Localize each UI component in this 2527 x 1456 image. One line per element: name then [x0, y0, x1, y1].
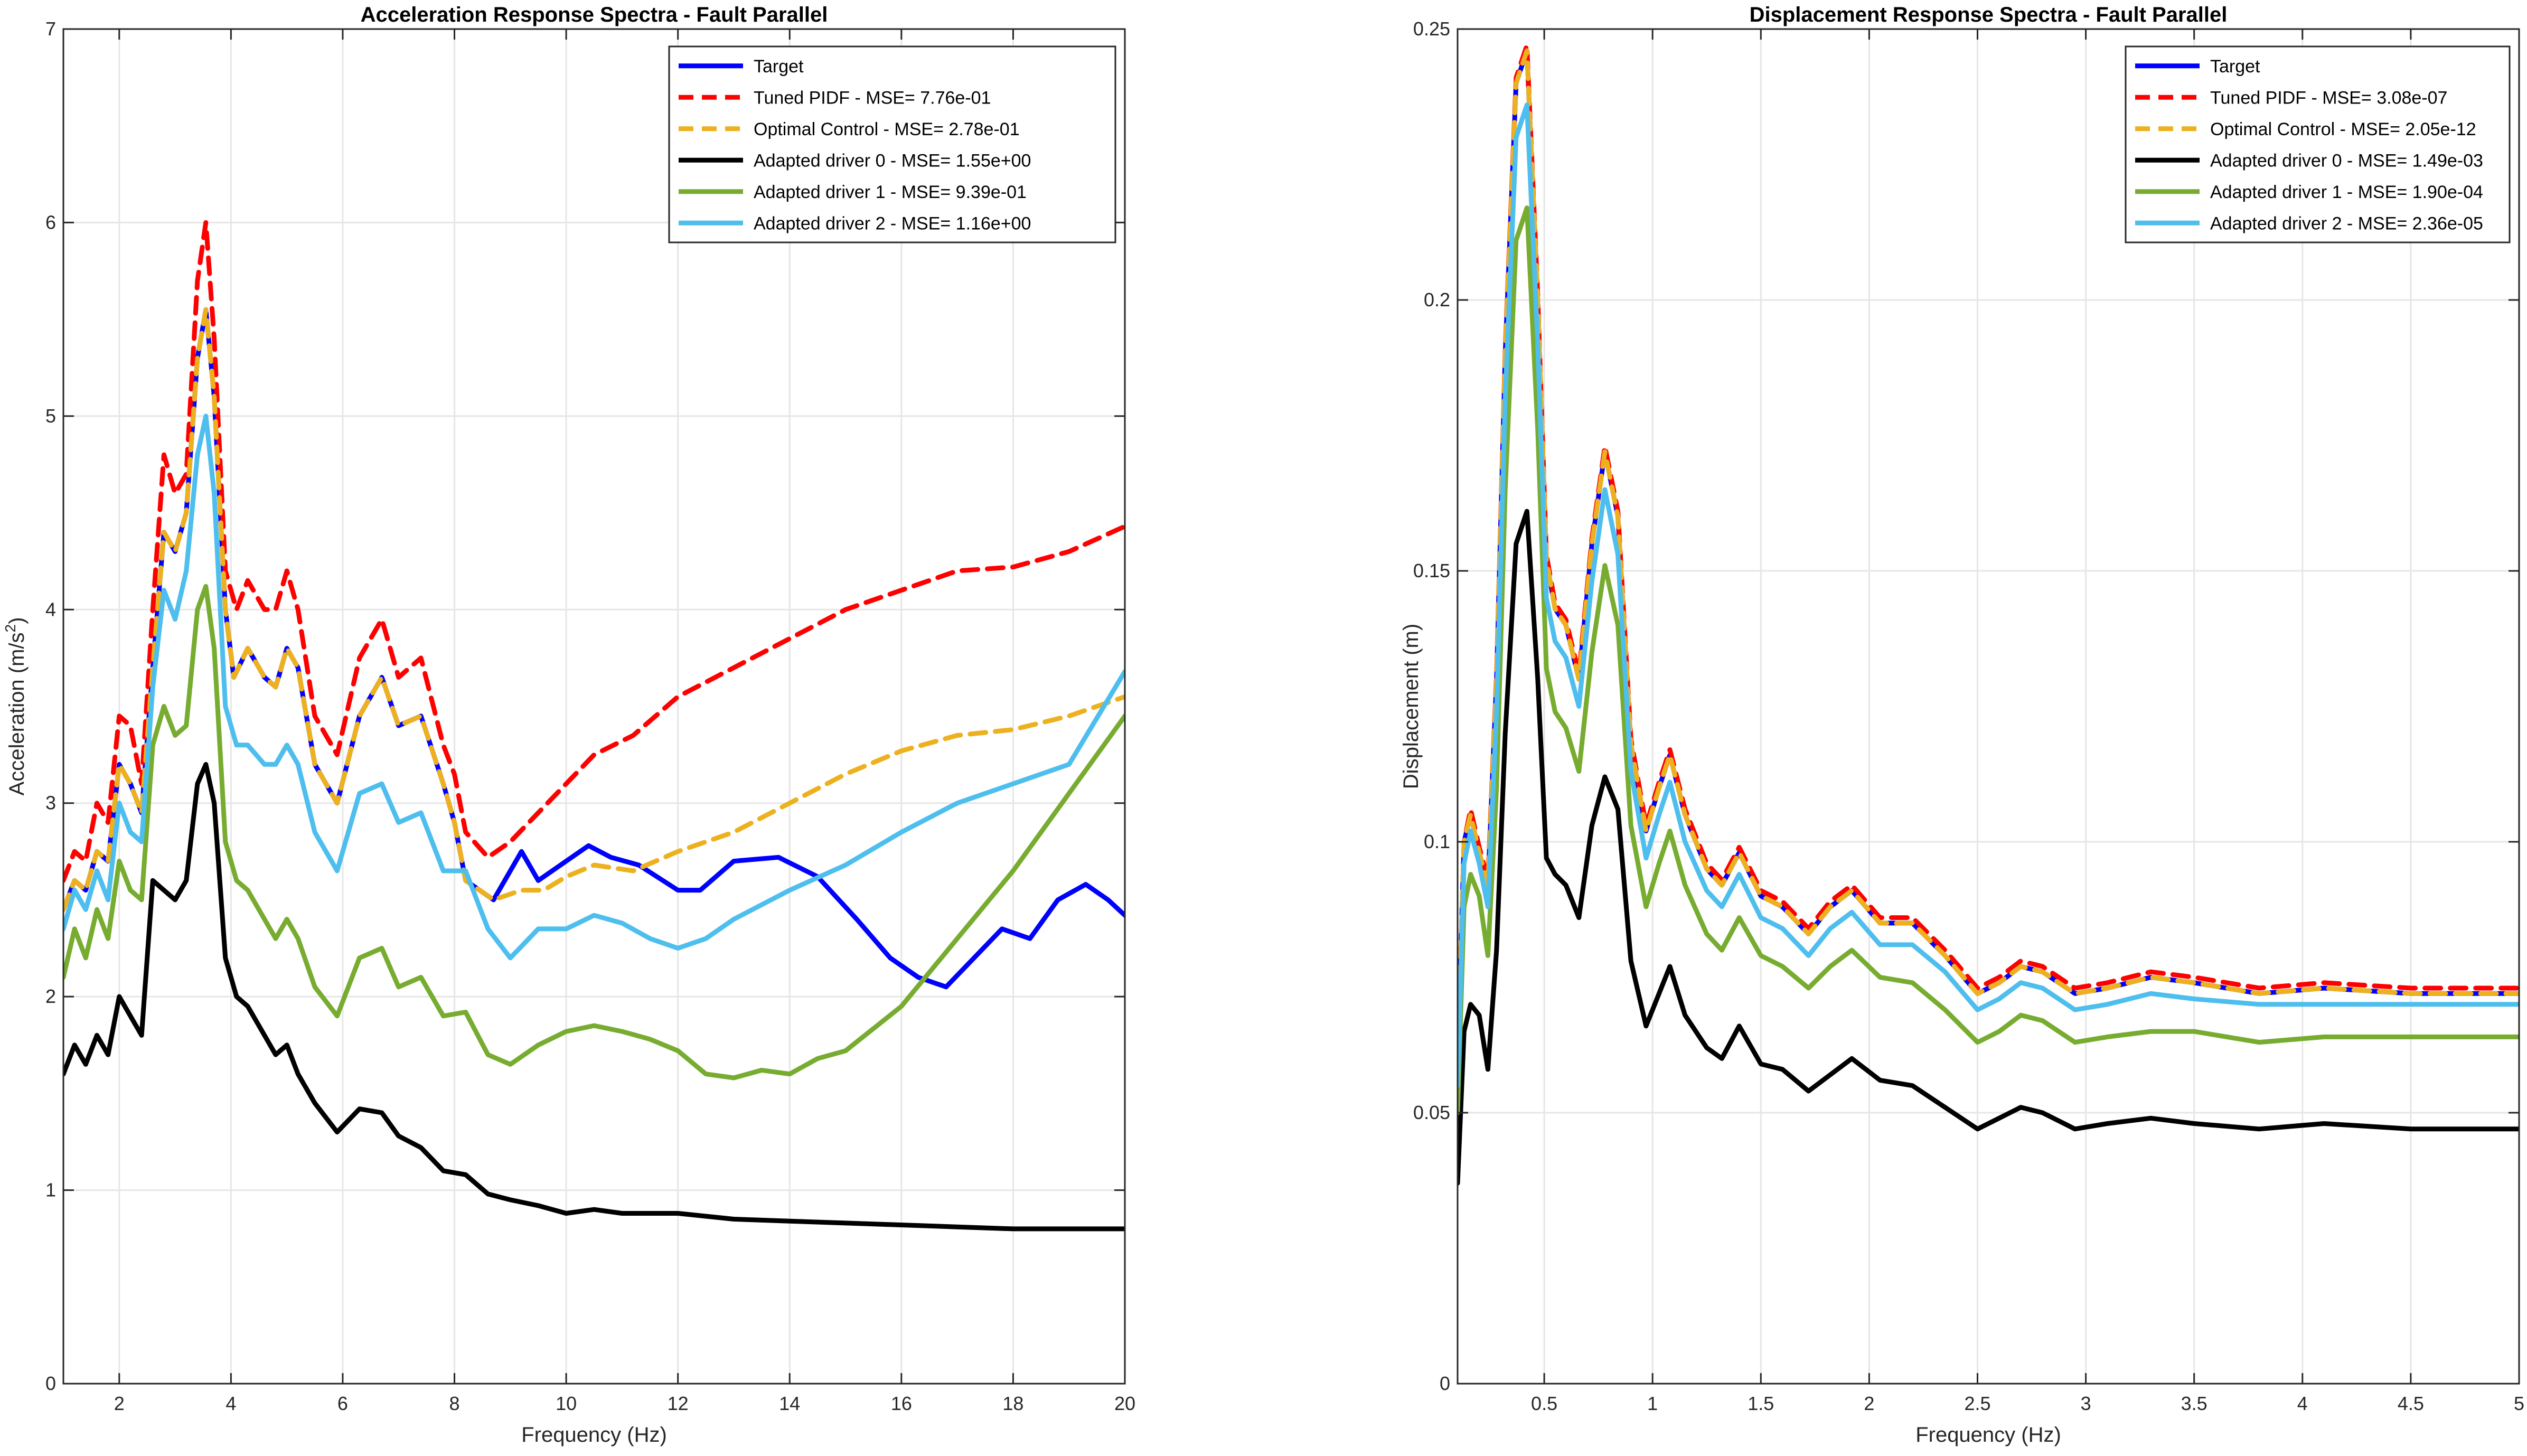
- legend-entry: Target: [2210, 57, 2260, 77]
- y-tick-label: 0: [1440, 1373, 1450, 1394]
- series-line-5: [1458, 102, 2519, 1088]
- x-tick-label: 5: [2514, 1393, 2524, 1414]
- legend-entry: Adapted driver 1 - MSE= 1.90e-04: [2210, 182, 2483, 202]
- x-tick-label: 20: [1114, 1393, 1135, 1414]
- x-tick-label: 2: [114, 1393, 125, 1414]
- plot-area: [63, 29, 1125, 1384]
- y-tick-label: 0.05: [1413, 1102, 1450, 1123]
- plot-area: [1458, 29, 2519, 1384]
- x-tick-label: 2.5: [1964, 1393, 1990, 1414]
- x-tick-label: 4.5: [2398, 1393, 2424, 1414]
- legend-entry: Tuned PIDF - MSE= 7.76e-01: [754, 88, 991, 108]
- y-tick-label: 0: [45, 1373, 56, 1394]
- legend-box: [668, 45, 1116, 243]
- y-tick-label: 4: [45, 598, 56, 620]
- series-line-1: [63, 220, 1125, 883]
- series-line-2: [1458, 48, 2519, 1061]
- x-axis-label: Frequency (Hz): [1915, 1423, 2061, 1446]
- series-line-3: [63, 762, 1125, 1232]
- x-tick-label: 3.5: [2181, 1393, 2207, 1414]
- y-tick-label: 0.25: [1413, 18, 1450, 40]
- x-tick-label: 4: [2297, 1393, 2308, 1414]
- legend-entry: Target: [754, 57, 804, 77]
- y-tick-label: 7: [45, 18, 56, 40]
- x-tick-label: 2: [1864, 1393, 1874, 1414]
- y-tick-label: 0.2: [1424, 289, 1450, 311]
- x-tick-label: 6: [337, 1393, 348, 1414]
- legend-entry: Adapted driver 2 - MSE= 1.16e+00: [754, 213, 1031, 233]
- series-line-4: [1458, 205, 2519, 1115]
- legend-entry: Optimal Control - MSE= 2.78e-01: [754, 119, 1020, 139]
- legend-entry: Optimal Control - MSE= 2.05e-12: [2210, 119, 2476, 139]
- chart-title: Displacement Response Spectra - Fault Pa…: [1750, 3, 2228, 26]
- x-tick-label: 18: [1002, 1393, 1023, 1414]
- y-tick-label: 3: [45, 792, 56, 814]
- x-tick-label: 12: [668, 1393, 689, 1414]
- series-line-3: [1458, 509, 2519, 1186]
- y-tick-label: 1: [45, 1179, 56, 1201]
- x-tick-label: 8: [449, 1393, 460, 1414]
- chart-title: Acceleration Response Spectra - Fault Pa…: [361, 3, 828, 26]
- legend: Target Tuned PIDF - MSE= 3.08e-07 Optimal …: [2125, 45, 2511, 243]
- legend-entry: Adapted driver 0 - MSE= 1.49e-03: [2210, 151, 2483, 171]
- y-axis-label-end: ): [5, 617, 29, 624]
- x-tick-label: 16: [891, 1393, 912, 1414]
- legend: Target Tuned PIDF - MSE= 7.76e-01 Optimal …: [668, 45, 1116, 243]
- series-group: [1458, 43, 2519, 1186]
- y-axis-label: Acceleration (m/s2): [2, 617, 29, 796]
- y-axis-label-main: Acceleration (m/s: [5, 632, 29, 795]
- x-tick-label: 10: [556, 1393, 577, 1414]
- y-tick-label: 5: [45, 405, 56, 427]
- x-tick-label: 4: [226, 1393, 236, 1414]
- series-line-2: [63, 307, 1125, 912]
- x-tick-label: 1.5: [1748, 1393, 1774, 1414]
- y-tick-label: 6: [45, 211, 56, 233]
- y-axis-label-main: Displacement (m): [1399, 624, 1423, 789]
- series-line-5: [63, 414, 1125, 961]
- y-tick-label: 2: [45, 985, 56, 1007]
- series-line-1: [1458, 43, 2519, 1061]
- x-tick-label: 14: [779, 1393, 800, 1414]
- x-axis-label: Frequency (Hz): [521, 1423, 667, 1446]
- legend-entry: Adapted driver 2 - MSE= 2.36e-05: [2210, 213, 2483, 233]
- legend-entry: Tuned PIDF - MSE= 3.08e-07: [2210, 88, 2447, 108]
- legend-box: [2125, 45, 2511, 243]
- series-group: [63, 220, 1125, 1232]
- y-axis-label: Displacement (m): [1399, 624, 1423, 789]
- legend-entry: Adapted driver 1 - MSE= 9.39e-01: [754, 182, 1027, 202]
- y-axis-label-sup: 2: [2, 624, 18, 633]
- legend-entry: Adapted driver 0 - MSE= 1.55e+00: [754, 151, 1031, 171]
- y-tick-label: 0.15: [1413, 560, 1450, 581]
- chart-panel-1: 0.5 1 1.5 2 2.5 3 3.5 4 4.5 5 0 0.05 0.1 0.15 0.2 0.25 D…: [1399, 3, 2524, 1446]
- axes-box: [62, 28, 1126, 1385]
- x-tick-label: 1: [1647, 1393, 1658, 1414]
- x-tick-label: 3: [2081, 1393, 2091, 1414]
- series-line-4: [63, 584, 1125, 1081]
- axes-box: [1457, 28, 2520, 1385]
- x-tick-label: 0.5: [1531, 1393, 1557, 1414]
- y-tick-label: 0.1: [1424, 831, 1450, 852]
